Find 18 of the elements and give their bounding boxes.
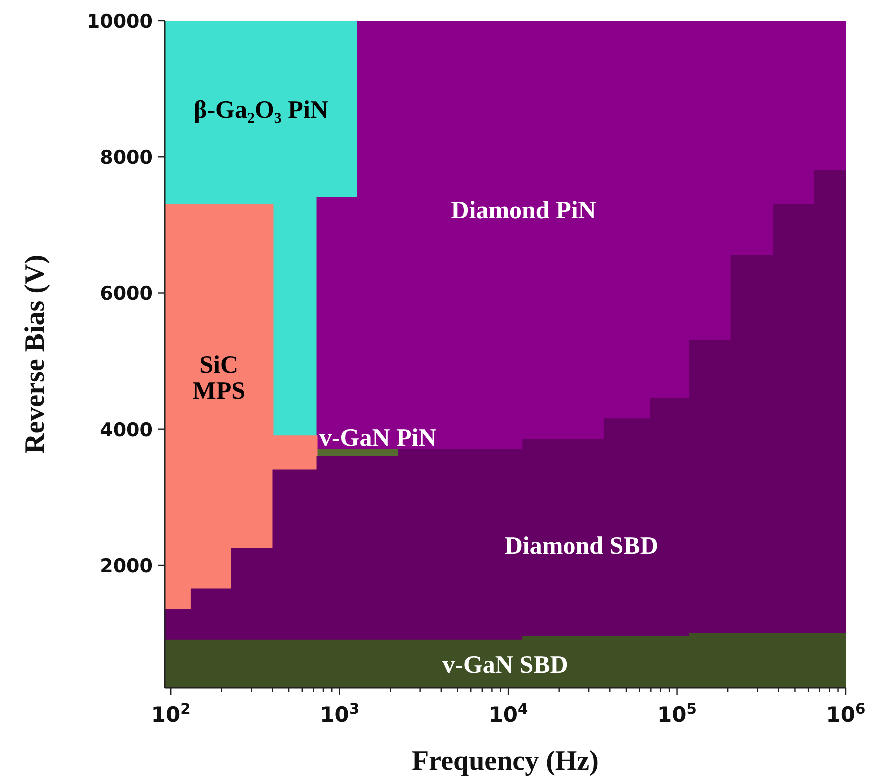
x-tick-label: 10$^{2}$ (151, 700, 191, 727)
series-label: Diamond PiN (451, 198, 596, 225)
series-label: v-GaN PiN (319, 424, 437, 452)
y-tick-label: 4000 (100, 419, 153, 442)
x-tick-label: 10$^{5}$ (658, 700, 698, 727)
series-label: SiC MPS (192, 352, 246, 406)
series-label: β-Ga₂O₃ PiN (194, 97, 328, 124)
x-tick-label: 10$^{6}$ (826, 700, 866, 727)
y-tick-label: 8000 (100, 147, 153, 170)
y-tick-label: 10000 (86, 11, 153, 33)
y-tick-label: 2000 (100, 555, 153, 578)
y-axis-title: Reverse Bias (V) (20, 254, 51, 454)
y-tick-label: 6000 (100, 283, 153, 306)
x-tick-label: 10$^{4}$ (488, 700, 528, 727)
x-tick-label: 10$^{3}$ (320, 700, 360, 727)
series-label: v-GaN SBD (442, 652, 568, 679)
series-label: Diamond SBD (504, 532, 658, 560)
x-axis-title: Frequency (Hz) (412, 746, 599, 777)
